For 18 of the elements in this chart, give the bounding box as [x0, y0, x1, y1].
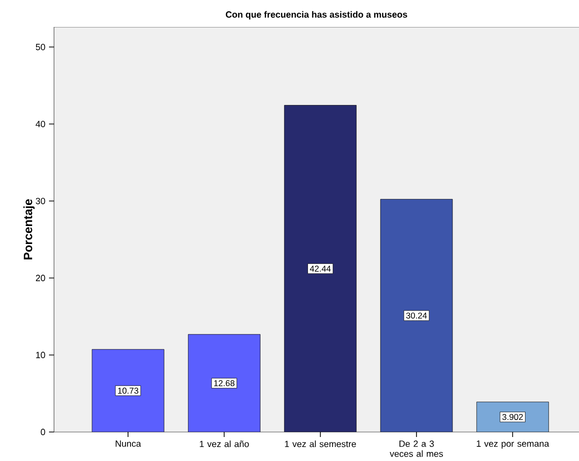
y-axis-title: Porcentaje — [23, 199, 35, 260]
data-label: 10.73 — [118, 388, 138, 394]
data-label: 3.902 — [502, 414, 523, 420]
y-tick-label: 10 — [36, 352, 46, 358]
x-tick-label: 1 vez al semestre — [285, 440, 356, 448]
y-tick-label: 40 — [36, 120, 46, 128]
data-label: 30.24 — [406, 312, 427, 319]
x-tick-label: Nunca — [116, 440, 142, 447]
chart-title: Con que frecuencia has asistido a museos — [226, 11, 408, 20]
x-tick-label: 1 vez al año — [200, 440, 249, 448]
y-tick-label: 0 — [40, 428, 46, 436]
x-tick-label: 1 vez por semana — [476, 440, 550, 449]
data-label: 12.68 — [214, 380, 234, 386]
y-tick-label: 50 — [36, 44, 46, 50]
x-tick-label: De 2 a 3 veces al mes — [390, 440, 443, 457]
y-tick-label: 20 — [36, 274, 46, 282]
data-label: 42.44 — [310, 266, 331, 272]
y-tick-label: 30 — [36, 198, 46, 204]
